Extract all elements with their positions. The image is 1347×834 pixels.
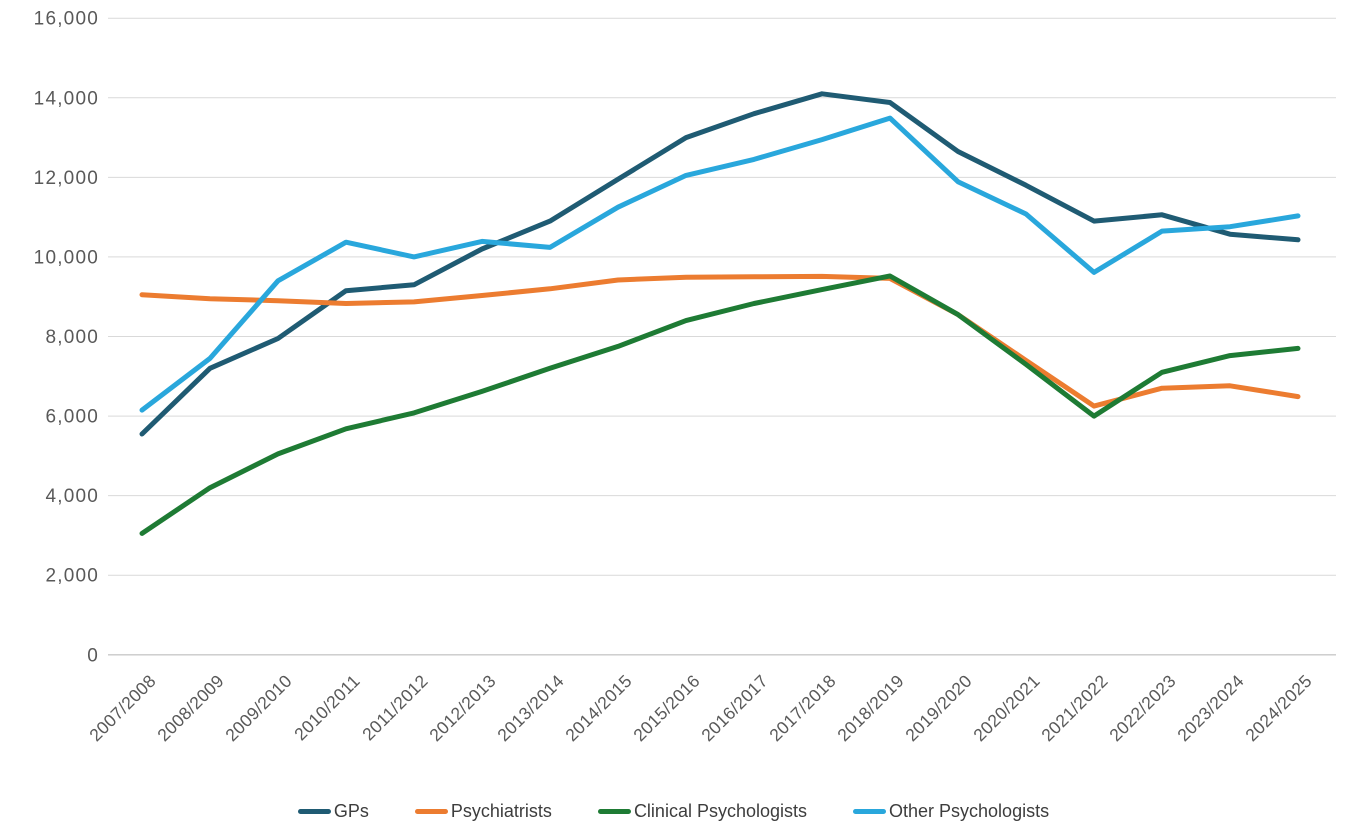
legend-item-gps: GPs [297,800,369,822]
legend-swatch-psychiatrists [414,808,448,814]
x-axis-tick-label: 2023/2024 [1173,671,1248,746]
x-axis-tick-label: 2020/2021 [969,671,1044,746]
x-axis-tick-label: 2010/2011 [290,671,364,745]
x-axis-tick-label: 2021/2022 [1037,671,1112,746]
x-axis-tick-label: 2022/2023 [1105,671,1180,746]
series-line-other-psychologists [139,115,1301,413]
x-axis-tick-label: 2009/2010 [221,671,296,746]
x-axis-tick-label: 2013/2014 [493,671,568,746]
legend-swatch-gps [297,808,331,814]
legend-label: Psychiatrists [450,800,552,821]
x-axis-tick-label: 2007/2008 [85,671,160,746]
x-axis-tick-label: 2008/2009 [153,671,228,746]
legend-swatch-other-psychologists [853,808,887,814]
x-axis-tick-label: 2011/2012 [358,671,432,745]
x-axis-tick-label: 2018/2019 [833,671,908,746]
x-axis-tick-label: 2019/2020 [901,671,976,746]
x-axis-tick-label: 2014/2015 [561,671,636,746]
y-axis-tick-label: 2,000 [45,566,99,587]
y-axis-tick-label: 12,000 [34,168,99,189]
series-line-gps [139,91,1301,437]
x-axis-tick-label: 2017/2018 [765,671,840,746]
y-axis-tick-label: 0 [87,645,99,666]
y-axis-tick-label: 6,000 [45,407,99,428]
x-axis-tick-label: 2024/2025 [1241,671,1316,746]
y-axis-tick-label: 14,000 [34,88,99,109]
legend: GPs Psychiatrists Clinical Psychologists Ot… [0,794,1347,828]
y-axis-tick-label: 16,000 [34,9,99,30]
legend-swatch-clinical-psychologists [597,808,631,814]
x-axis-tick-label: 2015/2016 [629,671,704,746]
y-axis-tick-label: 4,000 [45,486,99,507]
legend-item-other-psychologists: Other Psychologists [853,801,1049,822]
legend-label: Other Psychologists [889,800,1050,821]
y-axis-tick-label: 8,000 [45,327,99,348]
legend-item-clinical-psychologists: Clinical Psychologists [597,800,808,822]
x-axis-tick-label: 2012/2013 [425,671,500,746]
y-axis-tick-label: 10,000 [34,247,99,268]
legend-label: Clinical Psychologists [633,800,808,821]
series-line-psychiatrists [139,273,1301,409]
x-axis-tick-label: 2016/2017 [697,671,772,746]
series-line-clinical-psychologists [139,273,1301,536]
legend-label: GPs [333,800,369,821]
legend-item-psychiatrists: Psychiatrists [414,800,552,822]
